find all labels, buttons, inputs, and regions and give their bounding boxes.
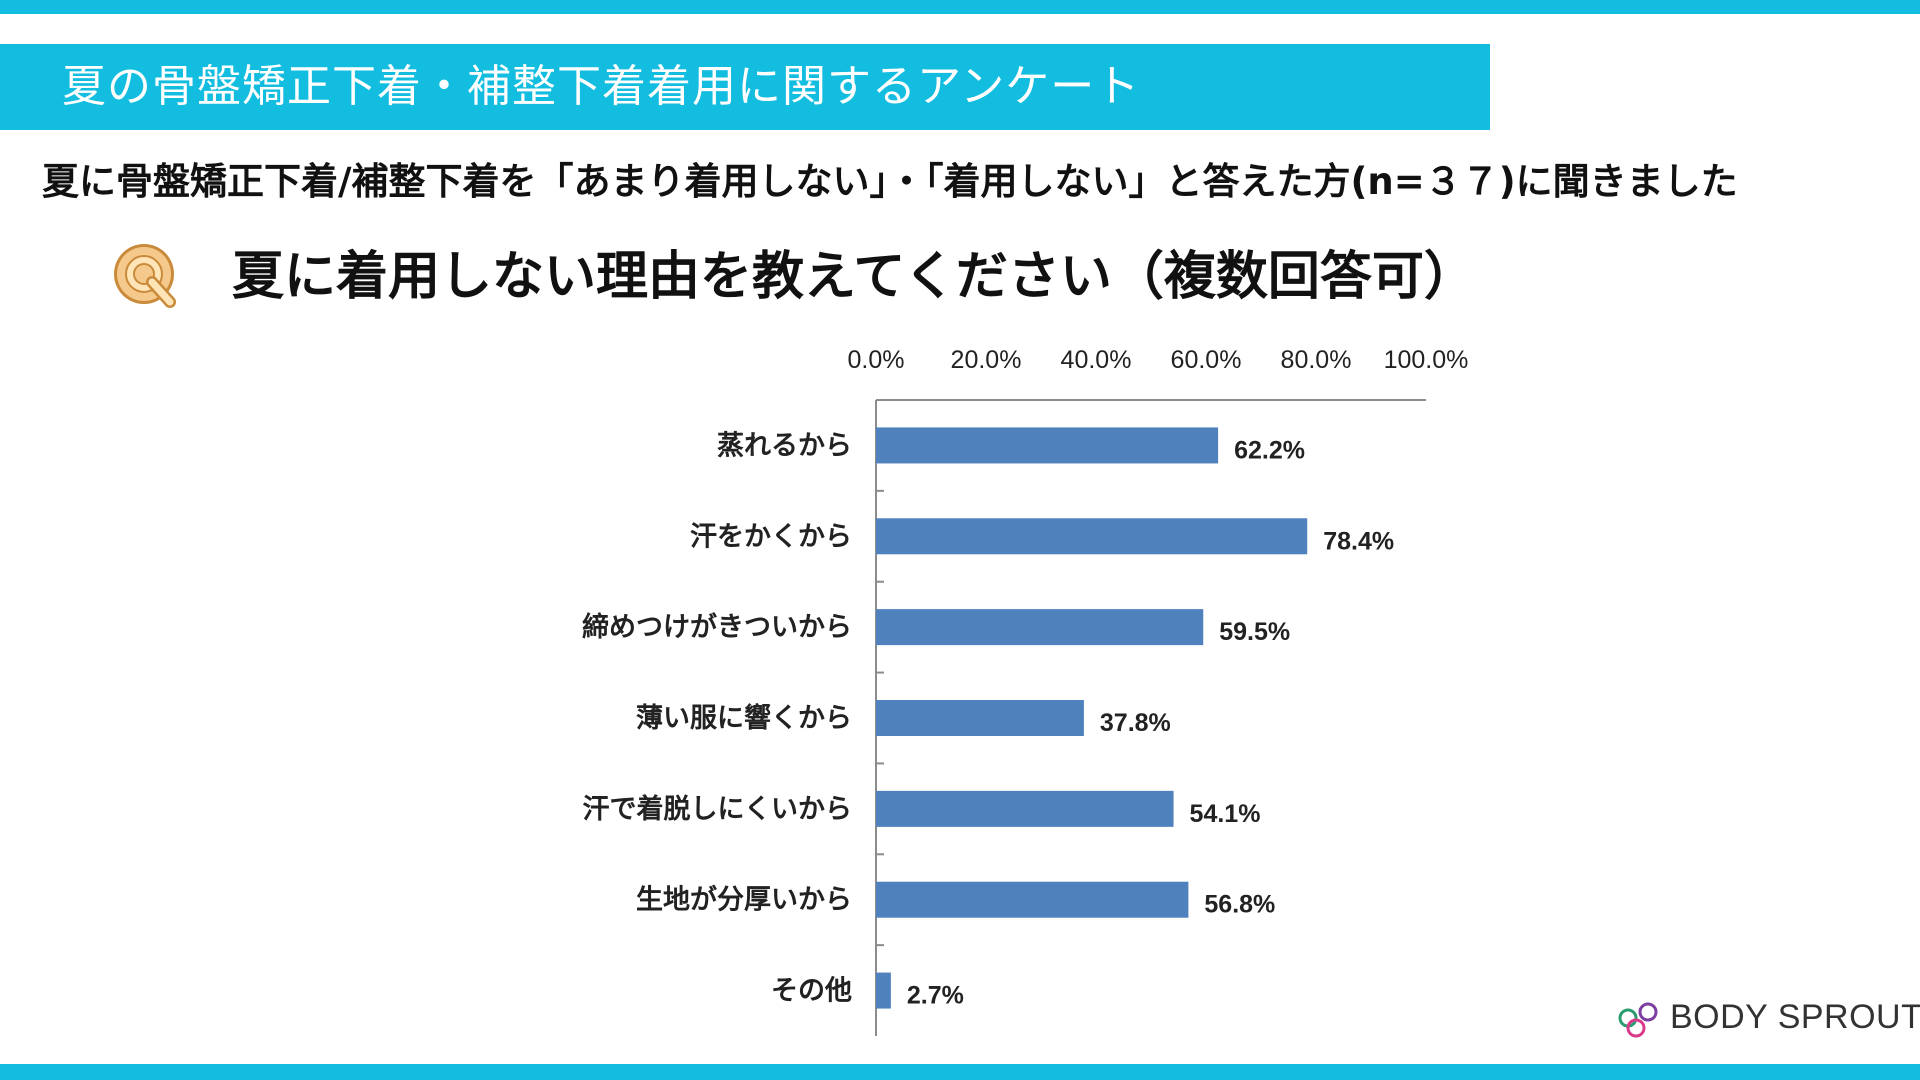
data-label: 37.8% (1100, 709, 1171, 737)
x-tick-label: 60.0% (1171, 346, 1242, 374)
category-label: 薄い服に響くから (636, 702, 852, 734)
category-label: その他 (771, 976, 852, 1007)
bar (876, 427, 1219, 464)
category-label: 汗をかくから (690, 521, 852, 552)
x-tick-label: 100.0% (1384, 346, 1469, 374)
bar (876, 700, 1084, 736)
interlocking-rings-logo-icon (1618, 1002, 1658, 1038)
data-label: 62.2% (1234, 436, 1305, 464)
bar (876, 790, 1174, 827)
survey-subtitle: 夏に骨盤矯正下着/補整下着を「あまり着用しない」・「着用しない」と答えた方(n=… (42, 160, 1738, 203)
top-accent-bar (0, 0, 1920, 14)
category-label: 汗で着脱しにくいから (583, 793, 852, 825)
data-label: 56.8% (1204, 891, 1275, 919)
bar (876, 609, 1204, 646)
category-label: 締めつけがきついから (582, 611, 852, 643)
bar (876, 972, 891, 1009)
x-tick-label: 80.0% (1281, 346, 1352, 374)
data-label: 54.1% (1190, 800, 1261, 828)
question-text: 夏に着用しない理由を教えてください（複数回答可） (232, 247, 1476, 307)
x-tick-label: 20.0% (951, 346, 1022, 374)
x-tick-label: 0.0% (848, 346, 905, 374)
x-tick-label: 40.0% (1061, 346, 1132, 374)
bottom-accent-bar (0, 1064, 1920, 1080)
category-label: 蒸れるから (717, 430, 852, 461)
category-label: 生地が分厚いから (636, 884, 852, 916)
horizontal-bar-chart: 0.0% 20.0% 40.0% 60.0% 80.0% 100.0% 蒸れるから 62.2%… (582, 346, 1469, 1036)
data-label: 78.4% (1323, 527, 1394, 555)
data-label: 59.5% (1219, 618, 1290, 646)
body-sprout-logo: BODY SPROUT (1614, 996, 1920, 1046)
data-label: 2.7% (907, 982, 964, 1010)
logo-text: BODY SPROUT (1670, 998, 1920, 1036)
bar (876, 881, 1189, 918)
bar (876, 518, 1308, 555)
banner-title: 夏の骨盤矯正下着・補整下着着用に関するアンケート (0, 44, 1490, 130)
question-q-icon (114, 244, 176, 308)
